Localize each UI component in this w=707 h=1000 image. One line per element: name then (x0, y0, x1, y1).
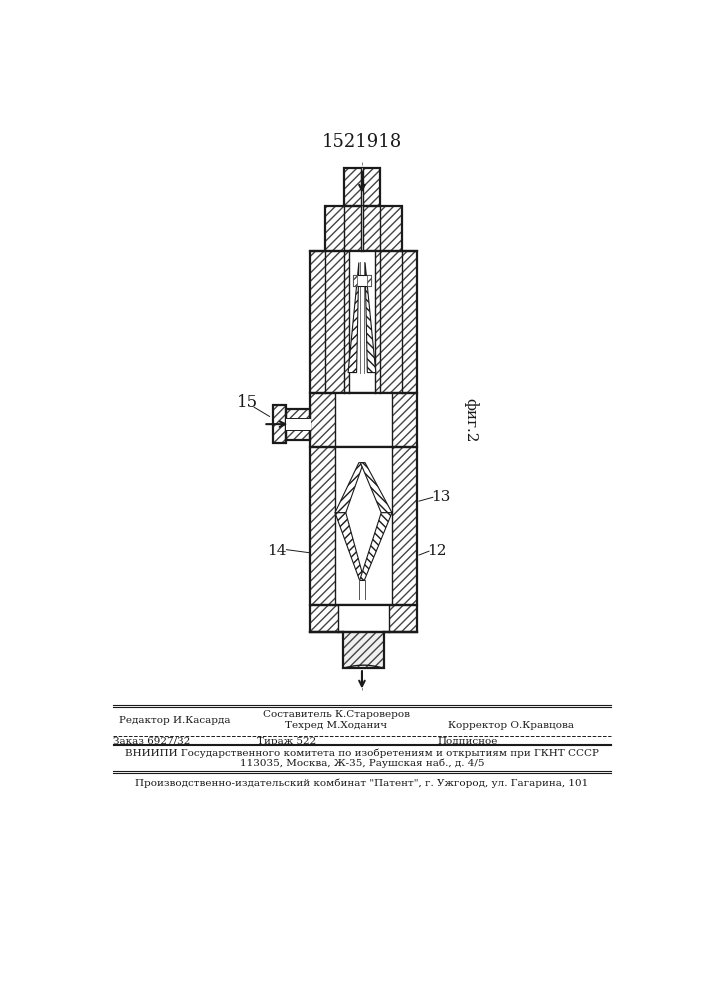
Bar (335, 447, 392, 605)
Polygon shape (360, 513, 392, 580)
Bar (380, 251, 402, 393)
Polygon shape (348, 262, 359, 373)
Text: 14: 14 (267, 544, 286, 558)
Bar (310, 447, 417, 605)
Bar (325, 251, 344, 393)
Polygon shape (335, 463, 363, 513)
Bar (349, 251, 375, 393)
Bar (310, 251, 325, 393)
Bar (344, 168, 380, 206)
Polygon shape (361, 463, 392, 513)
Bar (286, 409, 310, 440)
Bar (353, 275, 371, 286)
Bar (310, 447, 346, 605)
Bar (335, 393, 392, 447)
Text: 15: 15 (238, 394, 259, 411)
Bar (402, 251, 417, 393)
Text: Подписное: Подписное (437, 737, 498, 746)
Text: Составитель К.Староверов: Составитель К.Староверов (263, 710, 410, 719)
Bar (378, 447, 417, 605)
Bar (310, 251, 417, 393)
Text: Заказ 6927/32: Заказ 6927/32 (113, 737, 190, 746)
Bar (380, 206, 402, 251)
Bar (363, 206, 380, 251)
Bar (375, 251, 380, 393)
Bar (343, 632, 385, 668)
Bar (325, 206, 344, 251)
Bar (310, 605, 417, 632)
Text: 13: 13 (431, 490, 450, 504)
Bar (363, 168, 380, 206)
Bar (286, 418, 311, 430)
Bar (273, 405, 286, 443)
Bar (368, 275, 371, 286)
Text: фиг.2: фиг.2 (464, 398, 479, 443)
Polygon shape (365, 262, 376, 373)
Bar (361, 206, 363, 251)
Bar (344, 206, 361, 251)
Text: Корректор О.Кравцова: Корректор О.Кравцова (448, 721, 573, 730)
Text: 1521918: 1521918 (322, 133, 402, 151)
Text: Редактор И.Касарда: Редактор И.Касарда (119, 716, 230, 725)
Bar (338, 605, 389, 632)
Bar (353, 275, 356, 286)
Bar (389, 605, 417, 632)
Bar (310, 605, 338, 632)
Text: Техред М.Ходанич: Техред М.Ходанич (286, 721, 387, 730)
Bar (310, 393, 417, 447)
Bar (286, 409, 310, 440)
Bar (273, 405, 286, 443)
Bar (361, 168, 363, 206)
Text: Производственно-издательский комбинат "Патент", г. Ужгород, ул. Гагарина, 101: Производственно-издательский комбинат "П… (135, 779, 588, 788)
Polygon shape (335, 513, 364, 580)
Bar (343, 632, 385, 668)
Bar (325, 206, 402, 251)
Bar (344, 251, 349, 393)
Text: 113035, Москва, Ж-35, Раушская наб., д. 4/5: 113035, Москва, Ж-35, Раушская наб., д. … (240, 759, 484, 768)
Text: 12: 12 (427, 544, 446, 558)
Bar (310, 393, 417, 447)
Text: ВНИИПИ Государственного комитета по изобретениям и открытиям при ГКНТ СССР: ВНИИПИ Государственного комитета по изоб… (125, 748, 599, 758)
Text: Тираж 522: Тираж 522 (257, 737, 316, 746)
Bar (344, 168, 361, 206)
